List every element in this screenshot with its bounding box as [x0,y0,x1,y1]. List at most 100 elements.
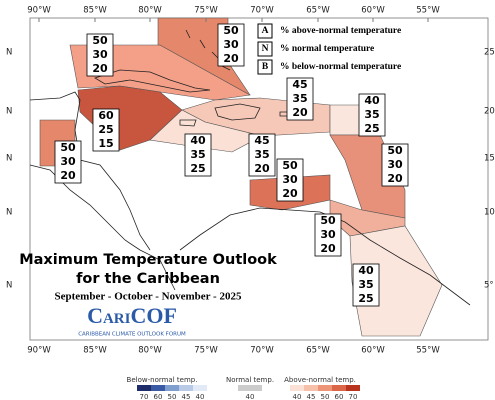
prob-box [184,133,212,177]
key-box [257,59,273,75]
key-text: % above-normal temperature [280,26,401,36]
prob-above: 60 [98,109,114,122]
color-swatch [179,385,193,391]
colorbar-label: Above-normal temp. [284,376,356,384]
lat-label: 15 [484,154,495,164]
prob-box [286,77,314,121]
prob-box [352,263,380,307]
key-box [257,41,273,57]
prob-box [314,213,342,257]
colorbar-tick: 40 [246,393,255,400]
colorbar-label: Normal temp. [226,376,274,384]
prob-below: 20 [292,106,308,119]
lon-label: 70°W [250,346,274,356]
lon-label: 75°W [194,6,218,16]
colorbar-tick: 40 [196,393,205,400]
prob-above: 45 [254,134,269,147]
colorbar-tick: 70 [349,393,358,400]
prob-above: 50 [60,141,76,154]
color-swatch [238,385,262,391]
prob-normal: 30 [387,158,403,171]
prob-above: 50 [387,144,403,157]
colorbar-tick: 50 [168,393,177,400]
lon-label: 55°W [416,346,440,356]
prob-below: 25 [364,122,379,135]
logo-tagline: CARIBBEAN CLIMATE OUTLOOK FORUM [78,332,186,338]
colorbar-label: Below-normal temp. [127,376,198,384]
coastline [185,29,231,71]
prob-above: 45 [292,78,307,91]
title: for the Caribbean [76,271,220,287]
key: A % above-normal temperature N % normal … [257,23,401,75]
lat-label: 10 [484,208,495,218]
coastline [179,119,197,127]
lat-label: N [6,154,12,164]
prob-normal: 30 [223,38,239,51]
prob-box [248,133,276,177]
colorbar-tick: 70 [140,393,149,400]
color-swatch [318,385,332,391]
lon-label: 85°W [83,346,107,356]
lat-label: N [6,107,12,117]
prob-below: 25 [358,292,373,305]
lon-label: 85°W [83,6,107,16]
colorbar-tick: 50 [321,393,330,400]
lon-label: 80°W [138,346,162,356]
prob-above: 40 [358,264,374,277]
probability-boxes: 5030205030204535204035256025155030204035… [54,23,409,307]
coastline [214,103,261,121]
key-letter: A [262,26,269,36]
subtitle: September - October - November - 2025 [55,291,242,303]
color-swatch [151,385,165,391]
lon-label: 60°W [361,346,385,356]
lat-label: N [6,208,12,218]
prob-above: 40 [190,134,206,147]
key-box [257,23,273,39]
lon-label: 60°W [361,6,385,16]
color-swatch [193,385,207,391]
prob-above: 50 [223,24,239,37]
prob-box [381,143,409,187]
prob-normal: 35 [292,92,307,105]
color-swatch [137,385,151,391]
logo: CariCOF [87,303,177,328]
prob-normal: 35 [190,148,205,161]
prob-box [358,93,386,137]
lat-label: 20 [484,107,495,117]
prob-box [217,23,245,67]
prob-normal: 35 [364,108,379,121]
title: Maximum Temperature Outlook [19,252,277,268]
prob-box [86,33,114,77]
color-swatch [346,385,360,391]
colorbar-tick: 45 [307,393,316,400]
color-swatch [165,385,179,391]
lon-label: 65°W [306,6,330,16]
key-letter: N [262,44,269,54]
prob-normal: 35 [358,278,373,291]
color-swatch [290,385,304,391]
prob-box [54,140,82,184]
prob-below: 15 [98,137,113,150]
prob-above: 50 [282,159,298,172]
colorbar-tick: 40 [293,393,302,400]
prob-below: 20 [320,242,336,255]
lat-label: N [6,48,12,58]
prob-below: 25 [190,162,205,175]
lon-label: 90°W [27,6,51,16]
prob-above: 40 [364,94,380,107]
lat-label: 25 [484,48,495,58]
key-text: % below-normal temperature [280,62,401,72]
key-text: % normal temperature [280,44,374,54]
lon-label: 90°W [27,346,51,356]
prob-below: 20 [223,52,239,65]
prob-box [92,108,120,152]
colorbar-tick: 60 [154,393,163,400]
prob-below: 20 [387,172,403,185]
color-swatch [332,385,346,391]
key-letter: B [262,62,269,72]
prob-normal: 30 [282,173,298,186]
color-swatch [304,385,318,391]
region-shape [349,225,443,337]
axis-labels: 90°W 90°W 85°W 85°W 80°W 80°W 75°W 75°W 70°W 70°W… [6,6,495,356]
